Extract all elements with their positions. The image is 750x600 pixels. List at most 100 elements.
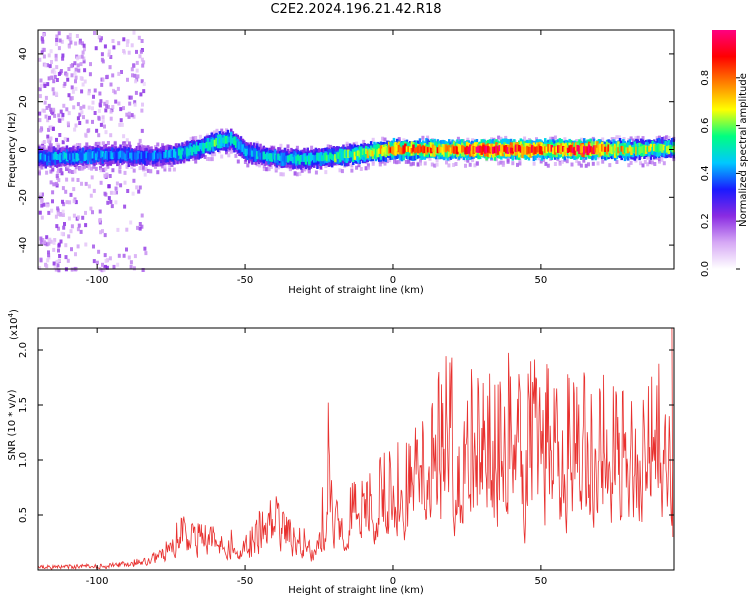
heatmap-ridge-cell: [187, 149, 191, 156]
heatmap-noise-cell: [46, 134, 50, 139]
heatmap-noise-cell: [115, 181, 119, 186]
heatmap-ridge-cell: [485, 146, 488, 153]
heatmap-noise-cell: [76, 215, 80, 220]
heatmap-noise-cell: [81, 82, 85, 87]
heatmap-noise-cell: [129, 95, 133, 100]
heatmap-haze-cell: [161, 164, 165, 169]
heatmap-ridge-cell: [313, 155, 316, 163]
heatmap-ridge-cell: [111, 152, 114, 160]
heatmap-ridge-cell: [340, 152, 344, 160]
heatmap-noise-cell: [140, 213, 144, 218]
heatmap-haze-cell: [73, 169, 77, 174]
heatmap-ridge-cell: [464, 147, 467, 155]
heatmap-noise-cell: [57, 268, 61, 273]
heatmap-ridge-cell: [491, 146, 495, 154]
heatmap-ridge-cell: [594, 145, 597, 153]
heatmap-ridge-cell: [173, 148, 176, 158]
heatmap-noise-cell: [43, 100, 47, 105]
heatmap-noise-cell: [45, 264, 49, 269]
heatmap-ridge-cell: [654, 144, 658, 152]
heatmap-ridge-cell: [230, 135, 233, 144]
heatmap-noise-cell: [97, 115, 101, 120]
heatmap-ridge-cell: [501, 146, 505, 153]
heatmap-ridge-cell: [539, 146, 542, 154]
heatmap-haze-cell: [366, 163, 370, 168]
heatmap-haze-cell: [646, 155, 650, 160]
heatmap-ridge-cell: [352, 152, 355, 160]
heatmap-ridge-cell: [275, 155, 278, 163]
heatmap-haze-cell: [473, 163, 477, 168]
heatmap-haze-cell: [575, 158, 579, 163]
heatmap-noise-cell: [117, 71, 121, 76]
heatmap-noise-cell: [87, 91, 91, 96]
heatmap-noise-cell: [88, 72, 92, 77]
heatmap-haze-cell: [471, 158, 475, 163]
heatmap-noise-cell: [89, 206, 93, 211]
heatmap-haze-cell: [397, 159, 401, 164]
heatmap-ridge-cell: [143, 153, 147, 159]
heatmap-noise-cell: [102, 267, 106, 272]
heatmap-noise-cell: [47, 241, 51, 246]
heatmap-ridge-cell: [161, 150, 165, 160]
heatmap-ridge-cell: [327, 154, 331, 162]
heatmap-noise-cell: [81, 215, 85, 220]
heatmap-haze-cell: [156, 170, 160, 175]
heatmap-ridge-cell: [511, 147, 514, 154]
heatmap-ridge-cell: [109, 150, 113, 159]
heatmap-noise-cell: [50, 60, 53, 64]
heatmap-noise-cell: [133, 254, 137, 259]
heatmap-haze-cell: [627, 163, 631, 168]
heatmap-noise-cell: [69, 229, 73, 234]
heatmap-haze-cell: [596, 161, 600, 166]
heatmap-noise-cell: [67, 67, 71, 71]
heatmap-noise-cell: [41, 39, 45, 44]
heatmap-haze-cell: [371, 159, 375, 164]
heatmap-ridge-cell: [334, 154, 337, 163]
heatmap-ridge-cell: [578, 145, 581, 154]
heatmap-ridge-cell: [134, 152, 137, 160]
heatmap-noise-cell: [57, 113, 61, 118]
heatmap-noise-cell: [55, 142, 59, 147]
heatmap-ridge-cell: [504, 145, 508, 154]
heatmap-noise-cell: [122, 37, 126, 42]
heatmap-haze-cell: [381, 136, 385, 141]
heatmap-haze-cell: [225, 150, 228, 155]
heatmap-haze-cell: [243, 160, 247, 164]
heatmap-haze-cell: [163, 164, 167, 169]
heatmap-haze-cell: [426, 135, 430, 140]
heatmap-noise-cell: [43, 84, 47, 88]
heatmap-haze-cell: [215, 128, 219, 133]
heatmap-haze-cell: [445, 160, 448, 165]
heatmap-haze-cell: [464, 157, 467, 162]
heatmap-ridge-cell: [592, 145, 596, 155]
heatmap-noise-cell: [57, 72, 61, 76]
heatmap-ridge-cell: [197, 145, 200, 152]
heatmap-haze-cell: [281, 172, 285, 177]
heatmap-ridge-cell: [78, 151, 82, 159]
heatmap-haze-cell: [87, 165, 91, 170]
heatmap-noise-cell: [98, 209, 102, 214]
y-tick-label: 40: [18, 48, 29, 61]
heatmap-ridge-cell: [96, 151, 100, 158]
heatmap-ridge-cell: [330, 154, 334, 160]
heatmap-noise-cell: [58, 38, 62, 43]
heatmap-haze-cell: [314, 170, 318, 175]
heatmap-haze-cell: [279, 143, 283, 148]
heatmap-ridge-cell: [613, 143, 617, 158]
heatmap-haze-cell: [364, 166, 368, 171]
heatmap-noise-cell: [81, 164, 85, 169]
heatmap-noise-cell: [50, 208, 54, 213]
heatmap-haze-cell: [87, 163, 91, 168]
heatmap-haze-cell: [549, 136, 553, 141]
heatmap-ridge-cell: [39, 153, 43, 160]
heatmap-ridge-cell: [666, 146, 669, 153]
heatmap-noise-cell: [138, 226, 142, 231]
heatmap-haze-cell: [447, 163, 451, 168]
heatmap-ridge-cell: [199, 143, 202, 150]
heatmap-ridge-cell: [648, 145, 651, 152]
heatmap-haze-cell: [293, 171, 297, 176]
heatmap-haze-cell: [435, 158, 439, 163]
heatmap-ridge-cell: [135, 153, 139, 160]
heatmap-haze-cell: [613, 137, 617, 142]
heatmap-noise-cell: [55, 34, 59, 39]
